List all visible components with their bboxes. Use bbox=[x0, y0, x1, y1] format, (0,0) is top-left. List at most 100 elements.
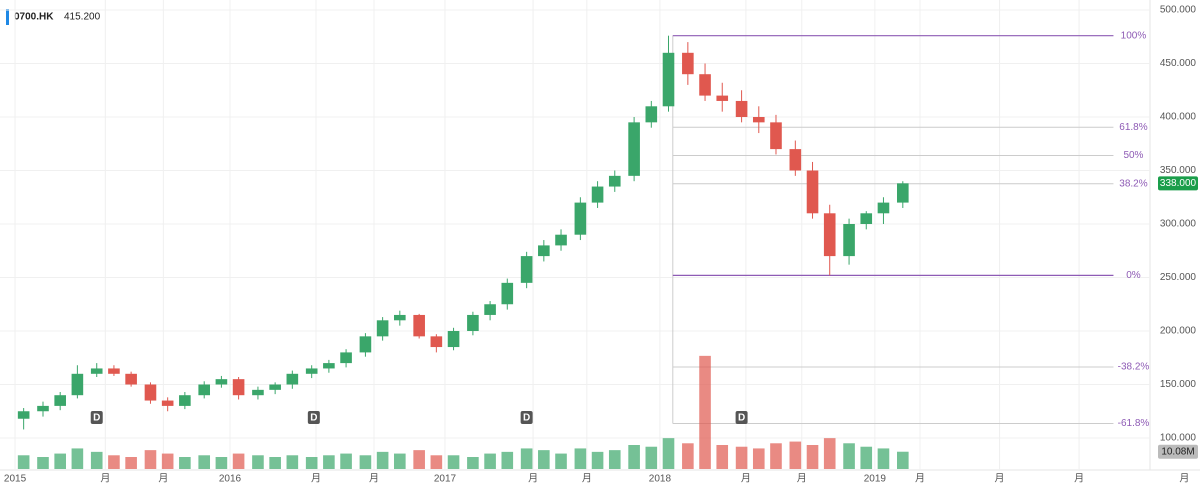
volume-bar bbox=[682, 443, 694, 469]
volume-bar bbox=[252, 455, 264, 469]
candle-body bbox=[161, 400, 174, 406]
candle-body bbox=[770, 122, 782, 150]
dividend-label: D bbox=[93, 413, 100, 424]
volume-bar bbox=[447, 455, 460, 469]
x-tick-label: 月 bbox=[311, 473, 321, 485]
candle-body bbox=[413, 314, 425, 337]
price-badge-label: 338.000 bbox=[1160, 178, 1197, 189]
candle-body bbox=[682, 52, 694, 75]
y-tick-label: 200.000 bbox=[1160, 326, 1197, 337]
candle-body bbox=[538, 245, 550, 257]
x-tick-label: 月 bbox=[797, 473, 807, 485]
volume-bar bbox=[716, 445, 729, 469]
x-tick-label: 月 bbox=[158, 473, 168, 485]
candle-body bbox=[17, 411, 30, 419]
candle-body bbox=[108, 368, 120, 374]
volume-bar bbox=[232, 453, 245, 469]
candle-body bbox=[125, 373, 137, 385]
y-tick-label: 500.000 bbox=[1160, 5, 1197, 16]
fib-label: 38.2% bbox=[1119, 178, 1147, 189]
candle-body bbox=[501, 282, 514, 305]
candle-body bbox=[179, 395, 191, 406]
fib-label: 0% bbox=[1126, 270, 1141, 281]
candle-body bbox=[252, 389, 264, 396]
volume-bar bbox=[555, 453, 567, 469]
dividend-label: D bbox=[523, 413, 530, 424]
volume-bar bbox=[860, 446, 873, 469]
volume-bar bbox=[645, 446, 658, 469]
symbol: 0700.HK bbox=[14, 12, 54, 23]
candle-body bbox=[823, 213, 836, 257]
candle-body bbox=[608, 175, 621, 187]
candle-body bbox=[359, 336, 372, 353]
volume-bar bbox=[161, 453, 174, 469]
dividend-label: D bbox=[738, 413, 745, 424]
dividend-marker bbox=[307, 411, 320, 424]
x-tick-label: 月 bbox=[1074, 473, 1084, 485]
fib-label: 100% bbox=[1121, 30, 1147, 41]
x-tick-label: 月 bbox=[582, 473, 592, 485]
volume-bar bbox=[90, 451, 103, 469]
candle-body bbox=[305, 368, 318, 374]
fib-label: -61.8% bbox=[1118, 418, 1150, 429]
dividend-marker bbox=[735, 411, 748, 424]
volume-bar bbox=[198, 455, 211, 469]
volume-bar bbox=[699, 355, 711, 469]
candle-body bbox=[286, 373, 299, 385]
fib-label: 61.8% bbox=[1119, 122, 1147, 133]
fib-label: -38.2% bbox=[1118, 362, 1150, 373]
volume-bar bbox=[215, 457, 228, 469]
volume-bar bbox=[430, 455, 443, 469]
y-tick-label: 400.000 bbox=[1160, 112, 1197, 123]
volume-bar bbox=[108, 455, 120, 469]
volume-bar bbox=[897, 451, 909, 469]
x-tick-label: 月 bbox=[995, 473, 1005, 485]
volume-bar bbox=[286, 455, 299, 469]
candle-body bbox=[376, 320, 389, 337]
x-tick-label: 2016 bbox=[219, 474, 242, 485]
candle-body bbox=[860, 213, 873, 224]
candle-body bbox=[574, 202, 587, 235]
volume-bar bbox=[520, 448, 533, 469]
candle-body bbox=[198, 384, 211, 396]
candle-body bbox=[232, 379, 245, 396]
candle-body bbox=[447, 331, 460, 348]
x-tick-label: 月 bbox=[1179, 473, 1189, 485]
volume-bar bbox=[591, 451, 604, 469]
y-tick-label: 250.000 bbox=[1160, 272, 1197, 283]
volume-bar bbox=[843, 443, 855, 469]
candle-body bbox=[877, 202, 890, 214]
x-tick-label: 月 bbox=[915, 473, 925, 485]
volume-bar bbox=[770, 443, 782, 469]
x-tick-label: 2015 bbox=[4, 474, 27, 485]
candle-body bbox=[752, 117, 765, 123]
price-badge bbox=[1158, 176, 1198, 191]
volume-bar bbox=[37, 457, 49, 469]
volume-bar bbox=[823, 438, 836, 469]
candle-body bbox=[484, 304, 496, 315]
candle-body bbox=[520, 256, 533, 283]
candle-body bbox=[628, 122, 640, 176]
y-tick-label: 100.000 bbox=[1160, 433, 1197, 444]
y-tick-label: 350.000 bbox=[1160, 165, 1197, 176]
header-price: 415.200 bbox=[64, 12, 101, 23]
x-tick-label: 月 bbox=[741, 473, 751, 485]
candle-body bbox=[662, 52, 675, 107]
volume-bar bbox=[628, 445, 640, 469]
candle-body bbox=[37, 405, 49, 412]
candle-body bbox=[735, 100, 748, 117]
candle-body bbox=[806, 170, 819, 214]
candle-body bbox=[394, 314, 406, 321]
fib-label: 50% bbox=[1123, 150, 1143, 161]
y-tick-label: 300.000 bbox=[1160, 219, 1197, 230]
candle-body bbox=[323, 363, 335, 369]
volume-bar bbox=[413, 450, 425, 469]
candle-body bbox=[843, 224, 855, 257]
candle-body bbox=[340, 352, 352, 364]
x-tick-label: 2018 bbox=[649, 474, 672, 485]
candle-body bbox=[699, 74, 711, 96]
volume-bar bbox=[752, 448, 765, 469]
volume-bar bbox=[394, 453, 406, 469]
